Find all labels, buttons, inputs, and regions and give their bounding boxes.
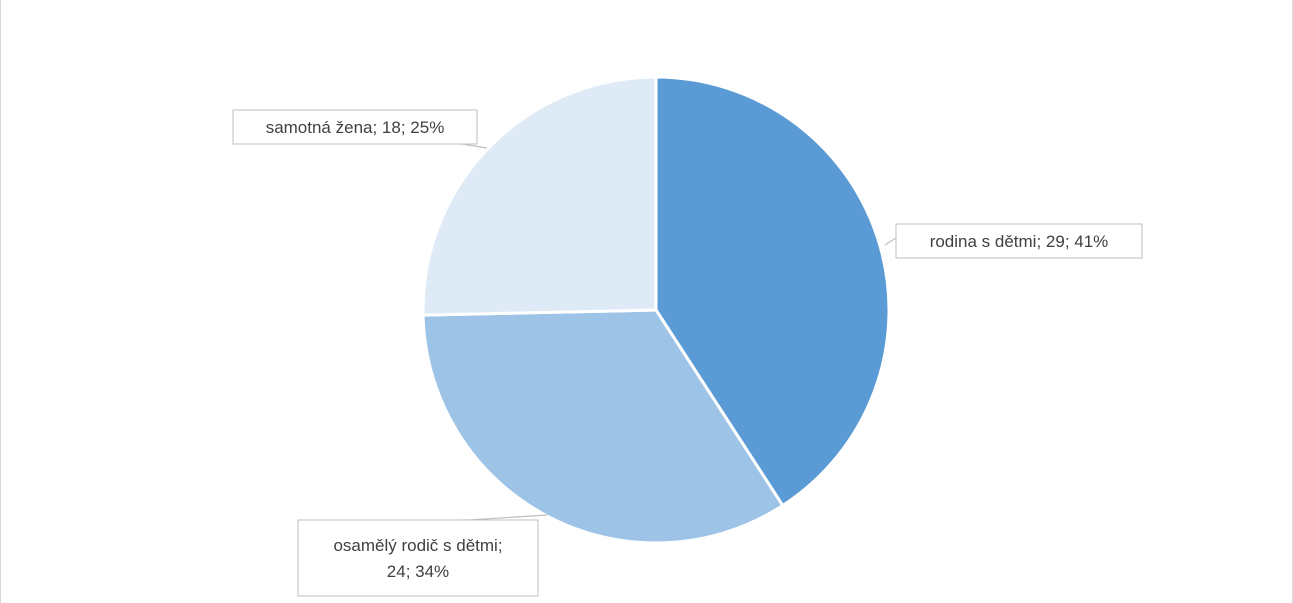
data-label-box — [895, 223, 1143, 259]
data-label: samotná žena; 18; 25% — [232, 109, 488, 149]
data-label-box — [232, 109, 478, 145]
data-label: rodina s dětmi; 29; 41% — [884, 223, 1143, 259]
data-label-text: samotná žena; 18; 25% — [266, 118, 445, 137]
leader-line — [461, 514, 548, 521]
data-label-box — [297, 519, 539, 597]
pie-slice — [421, 308, 785, 545]
data-label-text: osamělý rodič s dětmi; — [333, 536, 502, 555]
data-label-text: rodina s dětmi; 29; 41% — [930, 232, 1109, 251]
data-label-text: 24; 34% — [387, 562, 449, 581]
data-label: osamělý rodič s dětmi; 24; 34% — [297, 514, 548, 597]
pie-slice — [421, 75, 658, 317]
leader-line — [884, 237, 897, 246]
